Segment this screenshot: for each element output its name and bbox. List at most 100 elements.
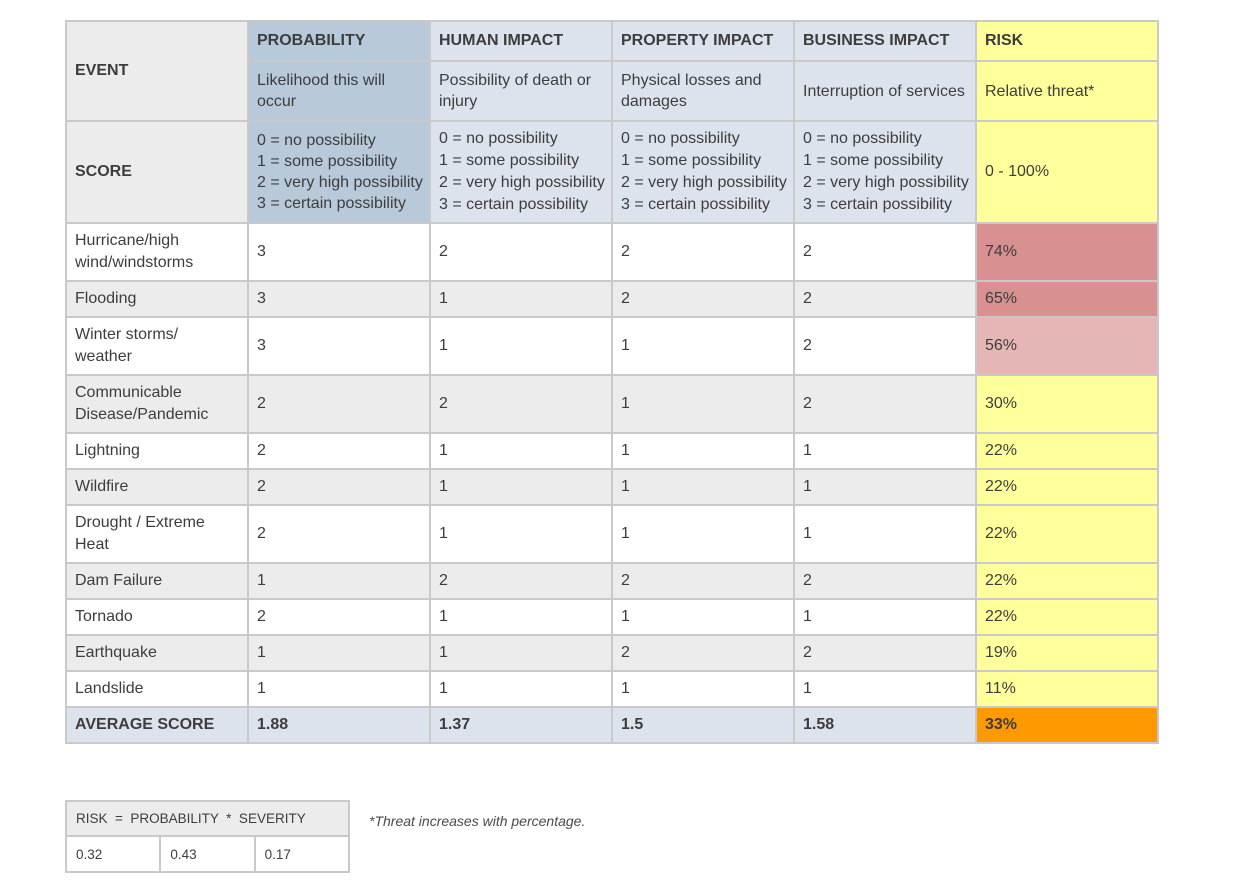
risk-assessment-table: EVENT PROBABILITY HUMAN IMPACT PROPERTY …	[65, 20, 1159, 744]
event-name: Landslide	[65, 670, 249, 708]
header-property-impact: PROPERTY IMPACT	[611, 20, 795, 62]
score-scale-business: 0 = no possibility 1 = some possibility …	[793, 120, 977, 224]
probability-value: 1	[247, 634, 431, 672]
probability-value: 2	[247, 374, 431, 434]
event-name: Drought / Extreme Heat	[65, 504, 249, 564]
average-risk: 33%	[975, 706, 1159, 744]
footnote: *Threat increases with percentage.	[369, 813, 586, 829]
probability-value: 1	[247, 562, 431, 600]
business-impact-value: 1	[793, 432, 977, 470]
risk-value: 30%	[975, 374, 1159, 434]
human-impact-value: 2	[429, 562, 613, 600]
score-risk-range: 0 - 100%	[975, 120, 1159, 224]
human-impact-value: 1	[429, 468, 613, 506]
scale-line: 1 = some possibility	[439, 152, 580, 169]
formula-value: 0.17	[253, 835, 351, 873]
human-impact-value: 1	[429, 598, 613, 636]
table-row: Landslide 1 1 1 1 11%	[65, 670, 1159, 708]
property-impact-value: 1	[611, 504, 795, 564]
header-row: EVENT PROBABILITY HUMAN IMPACT PROPERTY …	[65, 20, 1159, 122]
property-impact-value: 2	[611, 634, 795, 672]
scale-line: 2 = very high possibility	[257, 174, 423, 191]
business-impact-value: 2	[793, 374, 977, 434]
header-risk: RISK	[975, 20, 1159, 62]
business-impact-value: 1	[793, 670, 977, 708]
scale-line: 0 = no possibility	[257, 132, 376, 149]
scale-line: 3 = certain possibility	[439, 196, 588, 213]
property-impact-value: 2	[611, 280, 795, 318]
scale-line: 0 = no possibility	[621, 130, 740, 147]
probability-value: 1	[247, 670, 431, 708]
description-risk: Relative threat*	[975, 60, 1159, 122]
business-impact-value: 2	[793, 280, 977, 318]
scale-line: 2 = very high possibility	[439, 174, 605, 191]
event-name: Winter storms/ weather	[65, 316, 249, 376]
table-row: Wildfire 2 1 1 1 22%	[65, 468, 1159, 506]
scale-line: 0 = no possibility	[803, 130, 922, 147]
average-business-impact: 1.58	[793, 706, 977, 744]
average-human-impact: 1.37	[429, 706, 613, 744]
description-property-impact: Physical losses and damages	[611, 60, 795, 122]
property-impact-value: 1	[611, 670, 795, 708]
probability-value: 3	[247, 316, 431, 376]
scale-line: 2 = very high possibility	[621, 174, 787, 191]
event-name: Dam Failure	[65, 562, 249, 600]
property-impact-value: 1	[611, 468, 795, 506]
business-impact-value: 1	[793, 598, 977, 636]
event-name: Earthquake	[65, 634, 249, 672]
table-row: Earthquake 1 1 2 2 19%	[65, 634, 1159, 672]
risk-value: 11%	[975, 670, 1159, 708]
human-impact-value: 1	[429, 634, 613, 672]
event-name: Lightning	[65, 432, 249, 470]
table-row: Hurricane/high wind/windstorms 3 2 2 2 74%	[65, 222, 1159, 282]
scale-line: 1 = some possibility	[803, 152, 944, 169]
event-name: Communicable Disease/Pandemic	[65, 374, 249, 434]
scale-line: 2 = very high possibility	[803, 174, 969, 191]
human-impact-value: 1	[429, 280, 613, 318]
event-name: Hurricane/high wind/windstorms	[65, 222, 249, 282]
table-row: Communicable Disease/Pandemic 2 2 1 2 30%	[65, 374, 1159, 434]
header-business-impact: BUSINESS IMPACT	[793, 20, 977, 62]
description-row: Likelihood this will occur Possibility o…	[66, 60, 1159, 122]
risk-formula-table: RISK = PROBABILITY * SEVERITY 0.32 0.43 …	[64, 800, 351, 873]
human-impact-value: 2	[429, 222, 613, 282]
score-scale-probability: 0 = no possibility 1 = some possibility …	[247, 120, 431, 224]
risk-value: 22%	[975, 432, 1159, 470]
business-impact-value: 1	[793, 468, 977, 506]
human-impact-value: 1	[429, 432, 613, 470]
score-label: SCORE	[65, 120, 249, 224]
risk-value: 22%	[975, 468, 1159, 506]
score-scale-property: 0 = no possibility 1 = some possibility …	[611, 120, 795, 224]
score-row: SCORE 0 = no possibility 1 = some possib…	[65, 120, 1159, 224]
probability-value: 2	[247, 504, 431, 564]
scale-line: 0 = no possibility	[439, 130, 558, 147]
human-impact-value: 2	[429, 374, 613, 434]
risk-value: 22%	[975, 504, 1159, 564]
probability-value: 2	[247, 432, 431, 470]
average-row: AVERAGE SCORE 1.88 1.37 1.5 1.58 33%	[65, 706, 1159, 744]
header-event: EVENT	[65, 20, 249, 122]
scale-line: 1 = some possibility	[257, 153, 398, 170]
risk-value: 56%	[975, 316, 1159, 376]
property-impact-value: 1	[611, 432, 795, 470]
human-impact-value: 1	[429, 670, 613, 708]
risk-value: 22%	[975, 562, 1159, 600]
description-human-impact: Possibility of death or injury	[429, 60, 613, 122]
formula-title: RISK = PROBABILITY * SEVERITY	[65, 800, 350, 837]
description-business-impact: Interruption of services	[793, 60, 977, 122]
average-label: AVERAGE SCORE	[65, 706, 249, 744]
event-name: Flooding	[65, 280, 249, 318]
human-impact-value: 1	[429, 316, 613, 376]
scale-line: 3 = certain possibility	[621, 196, 770, 213]
probability-value: 2	[247, 468, 431, 506]
table-row: Winter storms/ weather 3 1 1 2 56%	[65, 316, 1159, 376]
header-probability: PROBABILITY	[247, 20, 431, 62]
risk-value: 22%	[975, 598, 1159, 636]
business-impact-value: 1	[793, 504, 977, 564]
property-impact-value: 2	[611, 562, 795, 600]
business-impact-value: 2	[793, 562, 977, 600]
formula-value: 0.43	[159, 835, 256, 873]
property-impact-value: 1	[611, 316, 795, 376]
formula-value: 0.32	[64, 835, 162, 873]
score-scale-human: 0 = no possibility 1 = some possibility …	[429, 120, 613, 224]
